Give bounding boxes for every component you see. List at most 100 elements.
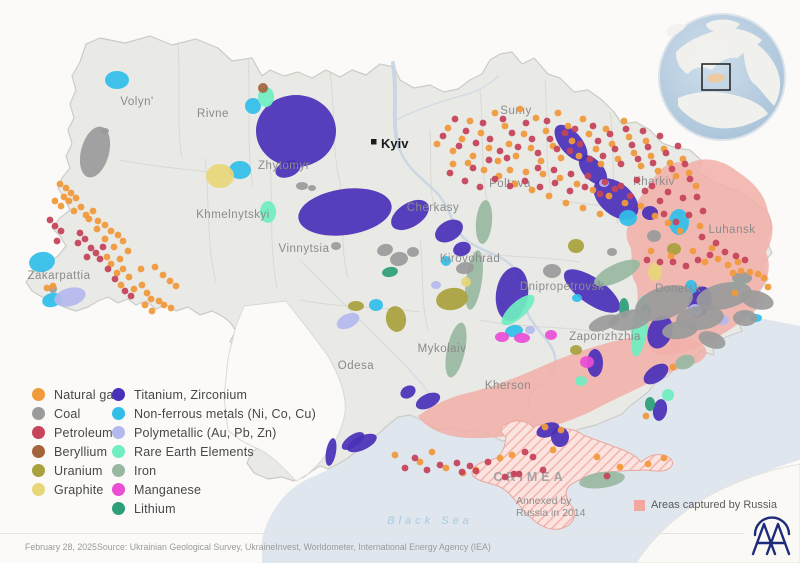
natural-gas-dot xyxy=(433,140,441,148)
natural-gas-dot xyxy=(542,127,550,135)
petroleum-dot xyxy=(496,147,504,155)
deposit-area-manganese xyxy=(495,332,509,342)
captured-area-legend: Areas captured by Russia xyxy=(634,499,777,511)
petroleum-dot xyxy=(57,227,65,235)
region-label: Zhytomyr xyxy=(258,160,310,172)
deposit-area-coal xyxy=(662,320,698,340)
deposit-area-titanium xyxy=(587,349,603,377)
natural-gas-dot xyxy=(644,460,652,468)
titanium-legend-dot xyxy=(112,388,125,401)
polymetallic-legend-dot xyxy=(112,426,125,439)
kyiv-label: Kyiv xyxy=(381,136,409,151)
petroleum-dot xyxy=(499,115,507,123)
ree-legend-dot xyxy=(112,445,125,458)
petroleum-dot xyxy=(550,166,558,174)
petroleum-dot xyxy=(633,176,641,184)
natural-gas-dot xyxy=(148,307,156,315)
natural-gas-dot xyxy=(449,160,457,168)
petroleum-dot xyxy=(681,160,689,168)
manganese-legend-dot xyxy=(112,483,125,496)
region-label: Vinnytsia xyxy=(279,243,330,255)
petroleum-dot xyxy=(411,454,419,462)
natural-gas-dot xyxy=(167,304,175,312)
natural-gas-dot xyxy=(614,155,622,163)
petroleum-dot xyxy=(551,179,559,187)
deposit-area-nonferrous xyxy=(29,251,55,273)
legend-label: Uranium xyxy=(54,463,103,478)
petroleum-legend-dot xyxy=(32,426,45,439)
petroleum-dot xyxy=(501,473,509,481)
natural-gas-dot xyxy=(621,199,629,207)
petroleum-dot xyxy=(521,177,529,185)
natural-gas-dot xyxy=(516,105,524,113)
natural-gas-dot xyxy=(62,184,70,192)
natural-gas-dot xyxy=(77,203,85,211)
deposit-area-manganese xyxy=(514,333,530,343)
petroleum-dot xyxy=(567,170,575,178)
petroleum-dot xyxy=(662,149,670,157)
natural-gas-dot xyxy=(72,194,80,202)
deposit-area-titanium xyxy=(652,399,668,421)
natural-gas-dot xyxy=(89,207,97,215)
petroleum-dot xyxy=(81,235,89,243)
petroleum-dot xyxy=(462,127,470,135)
natural-gas-dot xyxy=(597,160,605,168)
petroleum-dot xyxy=(534,149,542,157)
agency-logo xyxy=(751,516,791,556)
natural-gas-dot xyxy=(172,282,180,290)
deposit-area-coal xyxy=(635,285,693,321)
globe-land xyxy=(666,19,781,129)
natural-gas-dot xyxy=(116,255,124,263)
natural-gas-dot xyxy=(630,149,638,157)
natural-gas-dot xyxy=(464,159,472,167)
deposit-area-titanium xyxy=(400,385,416,399)
petroleum-dot xyxy=(539,466,547,474)
deposit-area-uranium xyxy=(568,239,584,253)
petroleum-dot xyxy=(622,125,630,133)
legend-label: Petroleum xyxy=(54,425,113,440)
deposit-area-titanium xyxy=(435,219,463,243)
petroleum-dot xyxy=(741,256,749,264)
deposit-area-nonferrous xyxy=(619,210,637,226)
deposit-area-titanium xyxy=(298,188,392,236)
coal-legend-dot xyxy=(32,407,45,420)
petroleum-dot xyxy=(506,182,514,190)
deposit-area-uranium xyxy=(385,306,407,332)
petroleum-dot xyxy=(503,154,511,162)
natural-gas-dot xyxy=(660,454,668,462)
deposit-area-coal xyxy=(331,242,341,250)
petroleum-dot xyxy=(601,178,609,186)
natural-gas-dot xyxy=(724,261,732,269)
deposit-area-titanium xyxy=(563,269,621,313)
petroleum-dot xyxy=(566,147,574,155)
deposit-area-coal xyxy=(79,126,111,178)
petroleum-dot xyxy=(455,142,463,150)
natural-gas-dot xyxy=(539,170,547,178)
deposit-area-coal xyxy=(390,251,408,267)
natural-gas-dot xyxy=(130,285,138,293)
deposit-area-ree xyxy=(662,389,674,401)
natural-gas-dot xyxy=(416,458,424,466)
natural-gas-dot xyxy=(637,202,645,210)
legend-item-graphite: Graphite xyxy=(32,480,120,499)
natural-gas-dot xyxy=(70,207,78,215)
legend-item-ree: Rare Earth Elements xyxy=(112,442,316,461)
petroleum-dot xyxy=(121,287,129,295)
natural-gas-dot xyxy=(391,451,399,459)
natural-gas-dot xyxy=(596,210,604,218)
petroleum-dot xyxy=(461,177,469,185)
deposit-area-coal xyxy=(733,310,757,326)
natural-gas-dot xyxy=(642,137,650,145)
captured-area-label: Areas captured by Russia xyxy=(651,499,777,511)
deposit-area-titanium xyxy=(551,427,569,447)
natural-gas-dot xyxy=(160,301,168,309)
natural-gas-dot xyxy=(155,297,163,305)
natural-gas-dot xyxy=(746,268,754,276)
globe-ukraine-highlight xyxy=(707,73,725,83)
natural-gas-dot xyxy=(151,263,159,271)
natural-gas-dot xyxy=(512,152,520,160)
natural-gas-dot xyxy=(685,169,693,177)
deposit-area-coal xyxy=(407,247,419,257)
petroleum-dot xyxy=(451,115,459,123)
petroleum-dot xyxy=(458,468,466,476)
